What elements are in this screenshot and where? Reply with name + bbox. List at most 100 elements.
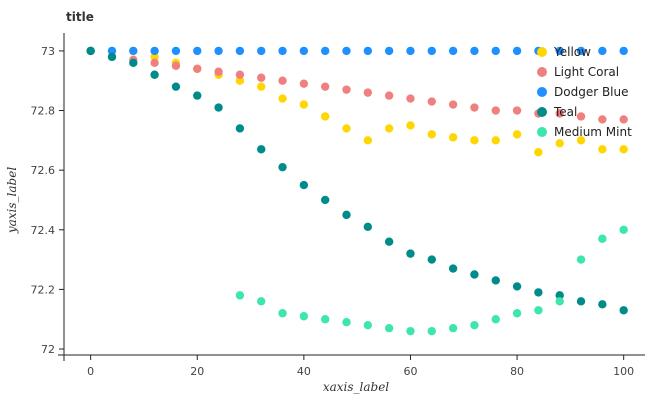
data-point xyxy=(299,79,309,88)
data-point xyxy=(299,180,309,190)
data-point xyxy=(193,64,202,73)
x-tick-label: 20 xyxy=(190,365,204,378)
y-tick-label: 72.2 xyxy=(31,283,56,296)
data-point xyxy=(257,82,266,91)
data-point xyxy=(320,195,330,205)
data-point xyxy=(320,82,330,91)
y-tick-label: 72.4 xyxy=(31,224,56,237)
data-point xyxy=(555,139,564,148)
data-point xyxy=(320,315,330,324)
data-point xyxy=(491,106,500,115)
data-point xyxy=(427,326,436,336)
data-point xyxy=(342,124,351,133)
x-axis-label: xaxis_label xyxy=(323,380,389,394)
data-point xyxy=(107,52,117,62)
legend-marker xyxy=(537,127,547,137)
data-point xyxy=(278,94,287,103)
data-point xyxy=(619,145,628,154)
legend-marker xyxy=(537,107,547,117)
data-point xyxy=(278,162,287,172)
x-tick-label: 100 xyxy=(613,365,634,378)
data-point xyxy=(384,46,394,56)
data-point xyxy=(363,46,373,56)
data-point xyxy=(598,300,607,309)
data-point xyxy=(427,130,436,139)
data-point xyxy=(534,306,543,315)
data-point xyxy=(512,309,522,318)
data-point xyxy=(150,46,159,56)
data-point xyxy=(470,320,479,330)
data-point xyxy=(171,82,181,91)
data-point xyxy=(555,291,564,300)
data-point xyxy=(384,124,394,133)
legend-label: Dodger Blue xyxy=(554,85,629,99)
legend-label: Medium Mint xyxy=(554,125,632,139)
data-point xyxy=(384,91,394,100)
data-point xyxy=(150,52,159,62)
data-point xyxy=(448,133,458,142)
data-point xyxy=(193,46,202,56)
data-point xyxy=(598,234,607,243)
data-point xyxy=(299,100,309,109)
data-point xyxy=(576,136,586,145)
data-point xyxy=(427,46,436,56)
data-point xyxy=(171,61,181,70)
data-point xyxy=(342,85,351,94)
legend-marker xyxy=(537,87,547,97)
data-point xyxy=(299,312,309,321)
data-point xyxy=(512,282,522,291)
y-tick-label: 72.6 xyxy=(31,164,56,177)
data-point xyxy=(406,249,415,258)
data-point xyxy=(619,225,628,234)
data-point xyxy=(363,136,373,145)
data-point xyxy=(555,46,564,56)
legend-label: Yellow xyxy=(553,45,591,59)
data-point xyxy=(619,306,628,315)
series-yellow xyxy=(86,46,628,157)
data-point xyxy=(619,46,628,56)
data-point xyxy=(235,291,245,300)
data-point xyxy=(555,297,564,306)
data-point xyxy=(406,46,415,56)
data-point xyxy=(555,109,564,118)
data-point xyxy=(598,115,607,124)
data-point xyxy=(512,106,522,115)
data-point xyxy=(363,88,373,97)
data-point xyxy=(342,210,351,220)
data-point xyxy=(427,255,436,264)
data-point xyxy=(257,145,266,154)
data-point xyxy=(576,46,586,56)
data-point xyxy=(257,73,266,82)
data-point xyxy=(150,70,159,79)
data-point xyxy=(491,46,500,56)
data-point xyxy=(576,297,586,306)
data-point xyxy=(235,124,245,133)
data-point xyxy=(86,46,95,56)
data-point xyxy=(534,288,543,297)
legend-label: Teal xyxy=(553,105,577,119)
data-point xyxy=(150,58,159,68)
x-tick-label: 0 xyxy=(87,365,94,378)
data-point xyxy=(107,46,117,56)
data-point xyxy=(363,320,373,330)
legend-marker xyxy=(537,67,547,77)
data-point xyxy=(299,46,309,56)
x-tick-label: 40 xyxy=(297,365,311,378)
chart-title: title xyxy=(66,10,94,24)
data-point xyxy=(534,148,543,157)
data-point xyxy=(598,46,607,56)
data-point xyxy=(342,46,351,56)
data-point xyxy=(491,276,500,285)
data-point xyxy=(427,97,436,106)
y-axis-label: yaxis_label xyxy=(5,167,19,234)
data-point xyxy=(278,46,287,56)
data-point xyxy=(470,270,479,279)
data-point xyxy=(214,103,223,112)
data-point xyxy=(342,318,351,327)
data-point xyxy=(470,136,479,145)
data-point xyxy=(235,76,245,85)
legend: Yellow Light Coral Dodger Blue Teal Medium M… xyxy=(537,45,632,139)
data-point xyxy=(278,76,287,85)
data-point xyxy=(129,58,138,68)
